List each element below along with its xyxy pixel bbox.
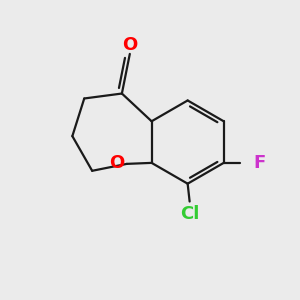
Text: F: F	[253, 154, 266, 172]
Text: O: O	[109, 154, 124, 172]
Text: Cl: Cl	[180, 206, 199, 224]
Text: O: O	[122, 36, 137, 54]
